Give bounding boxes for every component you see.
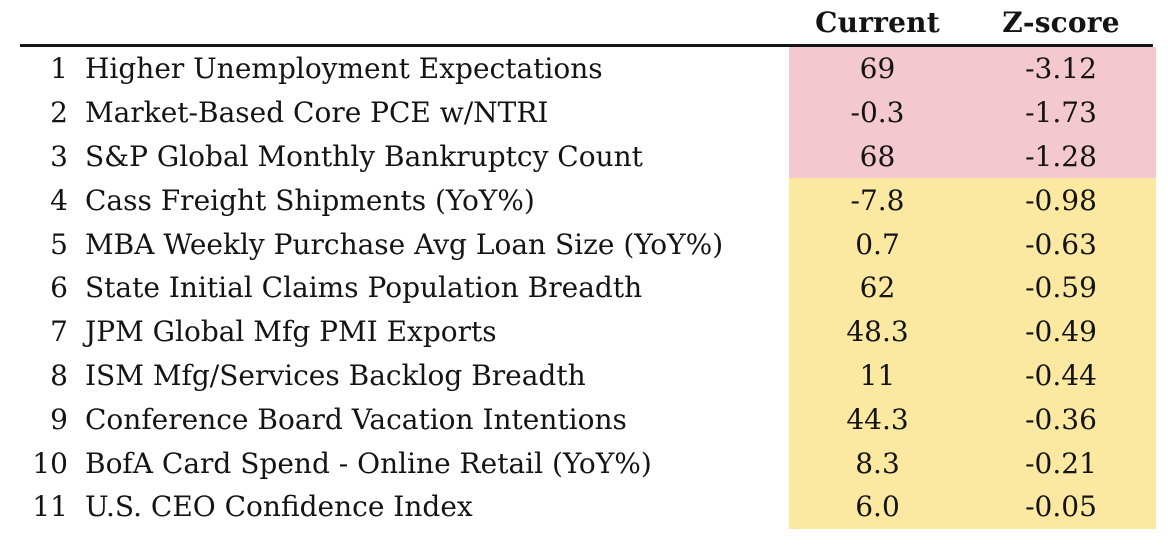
current-value: 11 [789,353,966,398]
row-label: S&P Global Monthly Bankruptcy Count [85,139,643,173]
current-value: 44.3 [789,397,966,442]
table-row: 7 JPM Global Mfg PMI Exports 48.3 -0.49 [0,309,1156,354]
zscore-value: -0.63 [966,222,1156,266]
row-label: ISM Mfg/Services Backlog Breadth [85,358,586,392]
current-value: 69 [789,47,966,91]
row-number: 3 [50,139,68,173]
table-row: 3 S&P Global Monthly Bankruptcy Count 68… [0,134,1156,179]
row-label: BofA Card Spend - Online Retail (YoY%) [85,446,652,480]
row-label: Market-Based Core PCE w/NTRI [85,96,549,130]
row-label: MBA Weekly Purchase Avg Loan Size (YoY%) [85,227,724,261]
row-number: 6 [50,271,68,305]
row-number: 10 [32,446,68,480]
row-label: JPM Global Mfg PMI Exports [85,315,497,349]
row-label: Cass Freight Shipments (YoY%) [85,183,535,217]
row-number: 2 [50,96,68,130]
table-row: 6 State Initial Claims Population Breadt… [0,265,1156,310]
row-number: 7 [50,315,68,349]
row-number: 8 [50,358,68,392]
row-label: State Initial Claims Population Breadth [85,271,643,305]
row-number: 11 [32,490,68,524]
row-number: 4 [50,183,68,217]
current-value: -0.3 [789,90,966,135]
zscore-value: -0.05 [966,484,1156,529]
zscore-value: -0.98 [966,178,1156,223]
row-number: 9 [50,402,68,436]
current-value: 48.3 [789,309,966,354]
zscore-value: -1.73 [966,90,1156,135]
row-label: Conference Board Vacation Intentions [85,402,627,436]
header-rule [20,44,1153,47]
current-value: 8.3 [789,441,966,485]
table-row: 10 BofA Card Spend - Online Retail (YoY%… [0,441,1156,485]
row-number: 1 [50,52,68,86]
table-row: 1 Higher Unemployment Expectations 69 -3… [0,47,1156,91]
table-row: 9 Conference Board Vacation Intentions 4… [0,397,1156,442]
zscore-value: -1.28 [966,134,1156,179]
current-value: 6.0 [789,484,966,529]
row-number: 5 [50,227,68,261]
current-value: 68 [789,134,966,179]
zscore-value: -3.12 [966,47,1156,91]
zscore-value: -0.36 [966,397,1156,442]
row-label: Higher Unemployment Expectations [85,52,603,86]
row-label: U.S. CEO Confidence Index [85,490,473,524]
table-row: 4 Cass Freight Shipments (YoY%) -7.8 -0.… [0,178,1156,223]
zscore-value: -0.49 [966,309,1156,354]
column-header-zscore: Z-score [1002,5,1120,39]
zscore-value: -0.59 [966,265,1156,310]
zscore-value: -0.21 [966,441,1156,485]
table-header: Current Z-score [0,0,1156,44]
table-row: 8 ISM Mfg/Services Backlog Breadth 11 -0… [0,353,1156,398]
table-row: 5 MBA Weekly Purchase Avg Loan Size (YoY… [0,222,1156,266]
current-value: 62 [789,265,966,310]
table-row: 2 Market-Based Core PCE w/NTRI -0.3 -1.7… [0,90,1156,135]
zscore-value: -0.44 [966,353,1156,398]
column-header-current: Current [815,5,940,39]
current-value: -7.8 [789,178,966,223]
current-value: 0.7 [789,222,966,266]
table-row: 11 U.S. CEO Confidence Index 6.0 -0.05 [0,484,1156,529]
